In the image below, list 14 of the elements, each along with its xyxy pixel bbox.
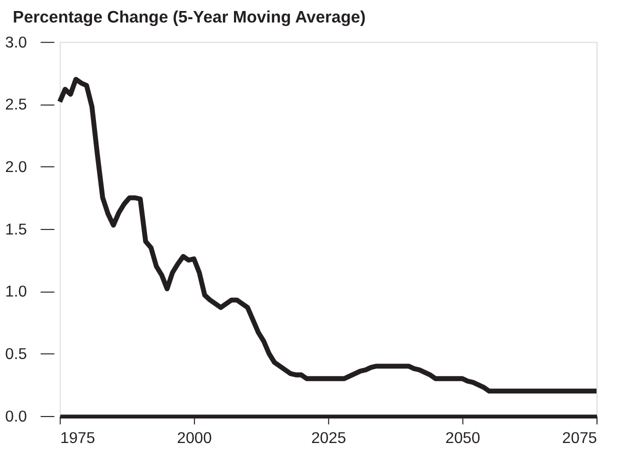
chart-title: Percentage Change (5-Year Moving Average) bbox=[12, 7, 366, 26]
y-tick-label: 2.5 bbox=[5, 96, 28, 114]
x-tick-label: 1975 bbox=[60, 430, 96, 447]
line-series bbox=[57, 76, 599, 394]
x-tick-label: 2025 bbox=[311, 430, 346, 447]
x-tick-label: 2050 bbox=[445, 430, 481, 447]
y-tick-label: 3.0 bbox=[5, 34, 28, 52]
y-tick-label: 0.0 bbox=[5, 408, 28, 426]
y-tick-label: 1.5 bbox=[5, 221, 28, 238]
x-tick-label: 2075 bbox=[562, 430, 598, 447]
y-tick-label: 2.0 bbox=[5, 158, 28, 176]
y-tick-label: 0.5 bbox=[5, 346, 28, 364]
y-tick-label: 1.0 bbox=[5, 284, 28, 301]
x-tick-label: 2000 bbox=[177, 430, 212, 447]
